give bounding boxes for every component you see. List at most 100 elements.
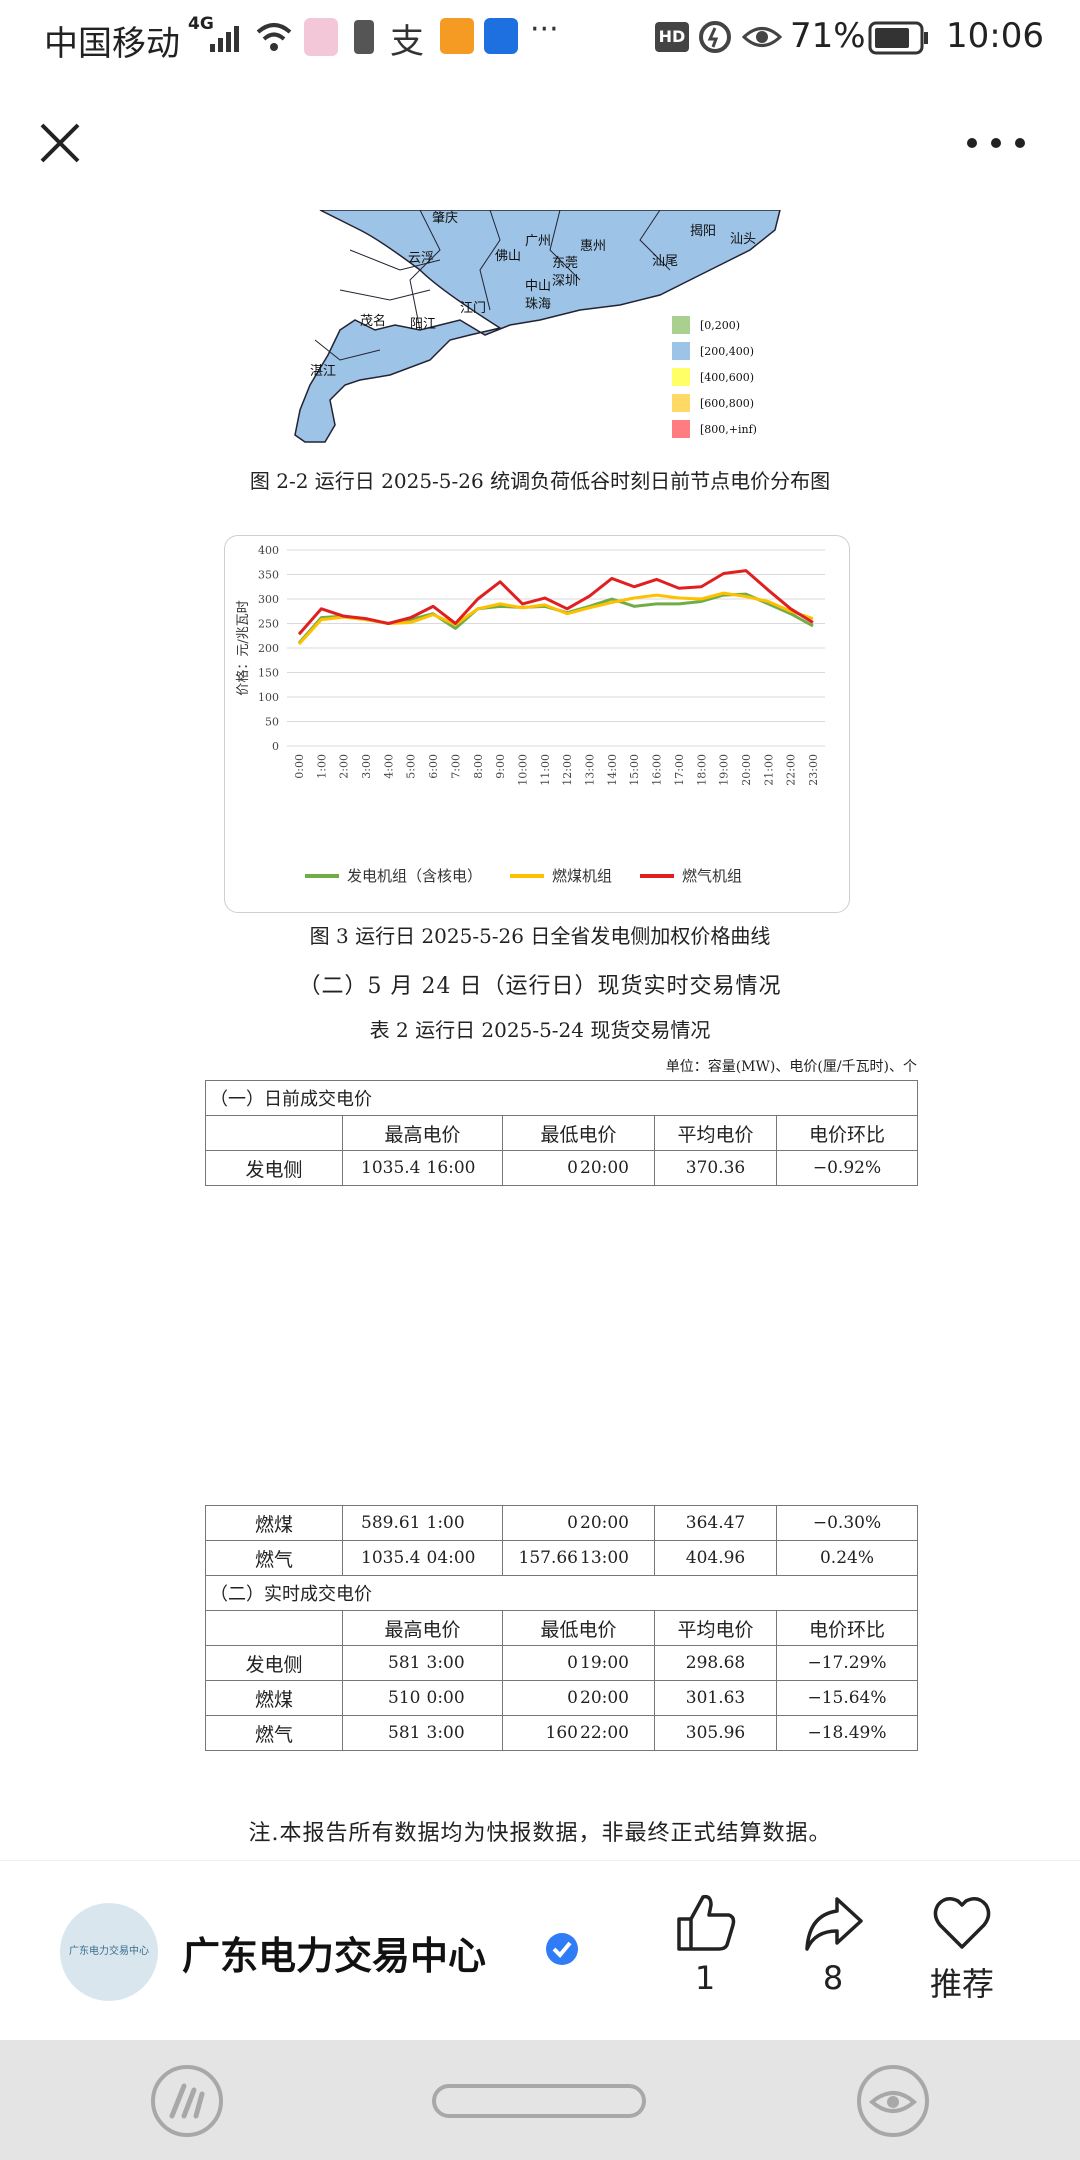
x-tick-label: 1:00 xyxy=(315,754,328,779)
legend-label: 燃煤机组 xyxy=(552,867,612,885)
status-bar: 中国移动 4G 支 ··· HD 71% 10:06 xyxy=(0,0,1080,75)
like-count: 1 xyxy=(694,1959,716,1997)
max-time: 16:00 xyxy=(422,1150,503,1186)
y-tick-label: 50 xyxy=(265,716,279,729)
close-icon[interactable] xyxy=(36,119,84,167)
x-tick-label: 10:00 xyxy=(516,754,529,786)
map-city-label: 揭阳 xyxy=(690,224,716,239)
row-name: 燃气 xyxy=(205,1540,343,1576)
avg-price: 301.63 xyxy=(654,1680,777,1716)
x-tick-label: 6:00 xyxy=(427,754,440,779)
x-tick-label: 9:00 xyxy=(494,754,507,779)
share-button[interactable]: 8 xyxy=(788,1891,878,2021)
price-change: −15.64% xyxy=(776,1680,918,1716)
more-options-icon[interactable] xyxy=(964,135,1028,151)
x-tick-label: 18:00 xyxy=(695,754,708,786)
app-notification-icon xyxy=(304,18,338,56)
map-city-label: 云浮 xyxy=(408,251,434,266)
signal-icon xyxy=(210,26,239,52)
header-cell: 最低电价 xyxy=(502,1610,655,1646)
data-saver-icon xyxy=(699,21,731,53)
share-icon xyxy=(805,1897,863,1951)
min-price-cell: 160 22:00 xyxy=(502,1715,655,1751)
author-name[interactable]: 广东电力交易中心 xyxy=(182,1934,487,1978)
recommend-button[interactable]: 推荐 xyxy=(912,1891,1012,2021)
x-tick-label: 2:00 xyxy=(338,754,351,779)
x-tick-label: 12:00 xyxy=(561,754,574,786)
header-cell: 平均电价 xyxy=(654,1115,777,1151)
header-cell: 最高电价 xyxy=(342,1115,503,1151)
avatar-text: 广东电力交易中心 xyxy=(69,1946,149,1957)
legend-label: [400,600) xyxy=(700,370,755,384)
row-name: 燃煤 xyxy=(205,1505,343,1541)
min-time: 20:00 xyxy=(580,1513,629,1533)
recommend-label: 推荐 xyxy=(929,1965,994,2003)
map-legend-item: [0,200) xyxy=(672,312,832,338)
map-city-label: 佛山 xyxy=(495,249,521,264)
x-tick-label: 0:00 xyxy=(293,754,306,779)
left-nav-icon[interactable] xyxy=(150,2064,224,2138)
price-change: −0.92% xyxy=(776,1150,918,1186)
max-price: 510 xyxy=(342,1680,423,1716)
verified-badge-icon xyxy=(546,1933,578,1965)
map-city-label: 惠州 xyxy=(580,239,606,254)
legend-swatch-2 xyxy=(672,368,690,386)
min-time: 22:00 xyxy=(580,1723,629,1743)
wallet-notification-icon xyxy=(440,18,474,54)
price-change: −0.30% xyxy=(776,1505,918,1541)
max-price: 581 xyxy=(342,1715,423,1751)
price-line-chart: 0 50 100 150 200 250 300 350 400 价格：元/兆瓦时 0:00 1:00… xyxy=(235,544,825,885)
hd-icon: HD xyxy=(655,22,689,52)
avatar[interactable]: 广东电力交易中心 xyxy=(60,1903,158,2001)
row-name: 发电侧 xyxy=(205,1150,343,1186)
map-city-label: 江门 xyxy=(460,301,486,316)
x-tick-label: 17:00 xyxy=(673,754,686,786)
y-tick-label: 400 xyxy=(258,544,279,557)
spot-price-table-top: （一）日前成交电价 最高电价 最低电价 平均电价 电价环比 发电侧 1035.4… xyxy=(205,1080,918,1186)
like-button[interactable]: 1 xyxy=(660,1891,750,2021)
map-city-label: 汕头 xyxy=(730,232,756,247)
wifi-icon xyxy=(256,23,292,51)
max-price: 1035.4 xyxy=(342,1540,423,1576)
map-legend-item: [800,+inf) xyxy=(672,416,832,442)
map-legend-item: [600,800) xyxy=(672,390,832,416)
y-tick-label: 350 xyxy=(258,569,279,582)
more-notifications-icon: ··· xyxy=(530,12,559,47)
avg-price: 364.47 xyxy=(654,1505,777,1541)
avg-price: 404.96 xyxy=(654,1540,777,1576)
clock: 10:06 xyxy=(946,16,1044,56)
max-time: 0:00 xyxy=(422,1680,503,1716)
header-empty xyxy=(205,1115,343,1151)
min-price-cell: 157.66 13:00 xyxy=(502,1540,655,1576)
x-tick-label: 14:00 xyxy=(606,754,619,786)
price-chart-frame: 0 50 100 150 200 250 300 350 400 价格：元/兆瓦时 0:00 1:00… xyxy=(224,535,850,913)
min-price: 0 xyxy=(567,1688,578,1708)
row-name: 燃煤 xyxy=(205,1680,343,1716)
map-city-label: 中山 xyxy=(525,279,551,294)
x-tick-label: 7:00 xyxy=(449,754,462,779)
min-price: 0 xyxy=(567,1158,578,1178)
header-cell: 平均电价 xyxy=(654,1610,777,1646)
legend-label: 发电机组（含核电） xyxy=(347,867,482,885)
table-title: 表 2 运行日 2025-5-24 现货交易情况 xyxy=(369,1018,711,1042)
map-city-label: 湛江 xyxy=(310,364,336,379)
y-tick-label: 0 xyxy=(272,740,279,753)
min-price: 0 xyxy=(567,1653,578,1673)
min-price-cell: 0 20:00 xyxy=(502,1680,655,1716)
x-tick-label: 23:00 xyxy=(807,754,820,786)
y-axis-label: 价格：元/兆瓦时 xyxy=(235,600,251,695)
legend-swatch-4 xyxy=(672,420,690,438)
top-app-bar xyxy=(0,75,1080,211)
map-city-label: 珠海 xyxy=(525,297,551,312)
header-cell: 电价环比 xyxy=(776,1115,918,1151)
legend-label: [0,200) xyxy=(700,318,741,332)
battery-percent: 71% xyxy=(790,16,866,56)
max-time: 1:00 xyxy=(422,1505,503,1541)
y-tick-label: 250 xyxy=(258,618,279,631)
heart-icon xyxy=(933,1897,991,1949)
right-nav-icon[interactable] xyxy=(856,2064,930,2138)
footnote: 注.本报告所有数据均为快报数据，非最终正式结算数据。 xyxy=(248,1821,832,1846)
min-price: 0 xyxy=(567,1513,578,1533)
home-pill[interactable] xyxy=(432,2084,646,2118)
header-cell: 电价环比 xyxy=(776,1610,918,1646)
